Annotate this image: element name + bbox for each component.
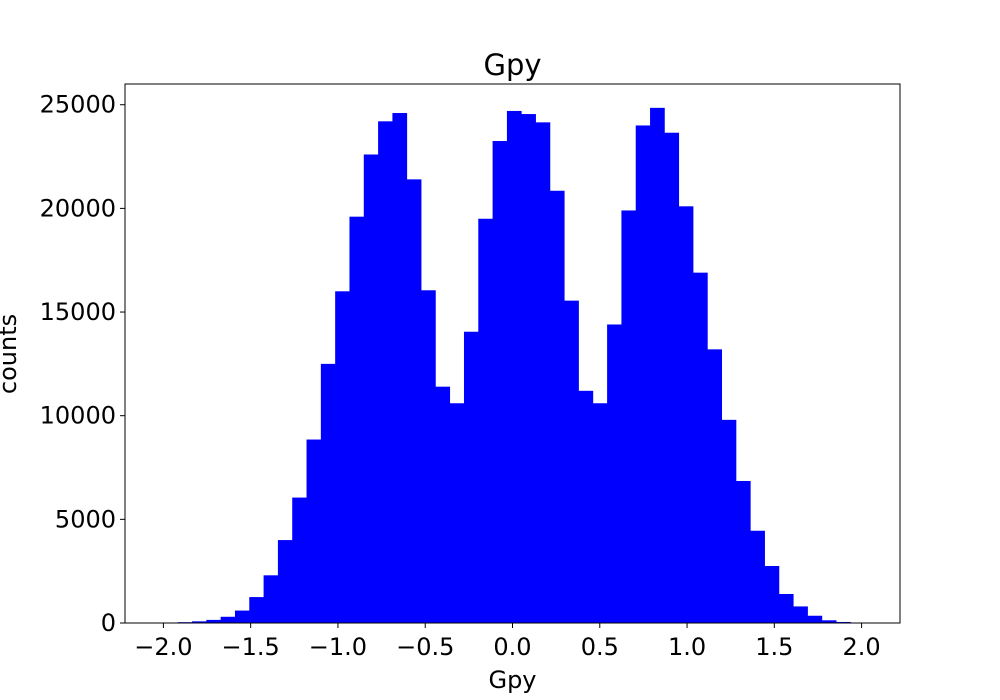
y-tick-label: 0 xyxy=(101,609,116,637)
histogram-bar xyxy=(592,403,608,623)
histogram-bar xyxy=(463,331,479,623)
histogram-bar xyxy=(335,291,350,623)
x-tick-label: −2.0 xyxy=(134,633,192,661)
histogram-bar xyxy=(349,216,365,623)
histogram-bar xyxy=(721,419,737,623)
chart-title: Gpy xyxy=(483,48,541,82)
histogram-bar xyxy=(435,386,451,623)
histogram-bar xyxy=(836,621,851,623)
histogram-bar xyxy=(750,530,765,623)
histogram-bar xyxy=(378,121,393,624)
histogram-bar xyxy=(449,403,465,623)
histogram-bar xyxy=(220,616,236,623)
histogram-bar xyxy=(263,575,279,623)
histogram-bar xyxy=(821,620,837,623)
histogram-bar xyxy=(535,122,551,623)
x-tick-label: −0.5 xyxy=(396,633,454,661)
histogram-bar xyxy=(549,190,565,623)
histogram-bar xyxy=(392,113,408,624)
histogram-bar xyxy=(478,218,494,623)
y-tick-label: 25000 xyxy=(40,91,116,119)
x-tick-label: 0.0 xyxy=(493,633,531,661)
histogram-bar xyxy=(778,593,794,623)
histogram-bar xyxy=(306,439,322,623)
histogram-bar xyxy=(807,615,823,623)
y-axis-label: counts xyxy=(0,314,22,394)
histogram-bar xyxy=(192,621,207,623)
histogram-bar xyxy=(406,179,422,623)
histogram-bar xyxy=(363,154,379,623)
histogram-bar xyxy=(607,324,622,623)
histogram-bar xyxy=(621,210,637,623)
x-tick-label: 1.0 xyxy=(668,633,706,661)
y-tick-label: 15000 xyxy=(40,298,116,326)
y-tick-label: 20000 xyxy=(40,194,116,222)
histogram-bar xyxy=(506,110,522,623)
y-tick-label: 5000 xyxy=(55,505,116,533)
histogram-bar xyxy=(664,132,680,624)
histogram-bar xyxy=(492,141,508,623)
histogram-bar xyxy=(421,290,436,623)
histogram-bar xyxy=(249,597,264,623)
histogram-bar xyxy=(206,619,222,623)
x-tick-label: 2.0 xyxy=(843,633,881,661)
x-tick-label: −1.5 xyxy=(222,633,280,661)
histogram-bar xyxy=(578,390,594,623)
histogram-bar xyxy=(650,107,665,623)
histogram-bar xyxy=(692,272,708,623)
bars-group xyxy=(163,107,866,624)
x-tick-label: −1.0 xyxy=(309,633,367,661)
histogram-bar xyxy=(277,540,293,623)
histogram-bar xyxy=(735,480,751,623)
histogram-bar xyxy=(764,565,780,623)
histogram-bar xyxy=(292,497,307,623)
x-tick-label: 0.5 xyxy=(581,633,619,661)
x-axis-label: Gpy xyxy=(488,666,536,694)
histogram-bar xyxy=(678,206,694,624)
histogram-bar xyxy=(564,300,579,623)
x-tick-label: 1.5 xyxy=(755,633,793,661)
y-axis-ticks: 0 5000 10000 15000 20000 25000 xyxy=(40,91,125,637)
y-tick-label: 10000 xyxy=(40,402,116,430)
histogram-bar xyxy=(320,363,336,623)
histogram-bar xyxy=(521,114,536,623)
histogram-bar xyxy=(707,349,723,623)
histogram-bar xyxy=(234,610,250,623)
x-axis-ticks: −2.0 −1.5 −1.0 −0.5 0.0 0.5 1.0 1.5 2.0 xyxy=(134,623,881,661)
histogram-bar xyxy=(635,125,651,623)
histogram-bar xyxy=(793,606,808,623)
